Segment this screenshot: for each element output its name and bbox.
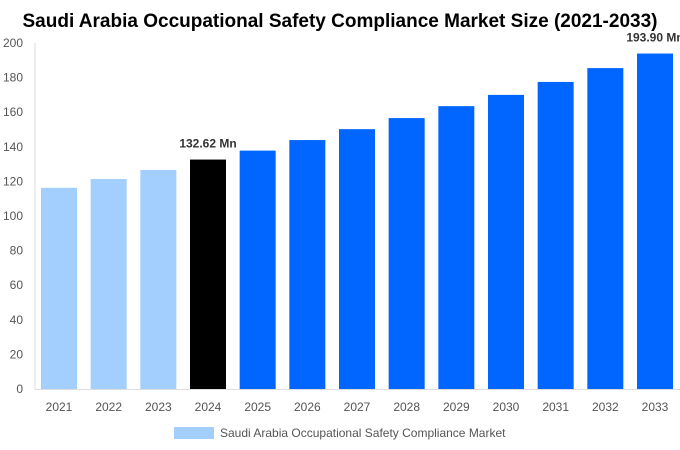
x-tick-label: 2026 xyxy=(294,400,321,414)
legend-swatch xyxy=(174,427,214,439)
y-tick-label: 60 xyxy=(10,278,24,292)
x-tick-label: 2027 xyxy=(344,400,371,414)
y-tick-label: 20 xyxy=(10,347,24,361)
x-tick-label: 2029 xyxy=(443,400,470,414)
bar-2025 xyxy=(239,150,276,389)
bar-2032 xyxy=(587,68,624,390)
bar-2029 xyxy=(438,106,475,390)
bar-2021 xyxy=(41,187,77,389)
y-tick-label: 160 xyxy=(3,105,23,119)
y-tick-label: 80 xyxy=(10,244,24,258)
legend: Saudi Arabia Occupational Safety Complia… xyxy=(174,426,506,440)
bar-2031 xyxy=(537,81,574,390)
y-tick-label: 40 xyxy=(10,313,24,327)
chart-title: Saudi Arabia Occupational Safety Complia… xyxy=(23,11,658,32)
x-tick-label: 2023 xyxy=(145,400,172,414)
bar-2027 xyxy=(339,129,375,390)
y-tick-label: 120 xyxy=(3,174,23,188)
bar-2028 xyxy=(388,118,425,389)
bar-2030 xyxy=(488,94,524,390)
bar-2033 xyxy=(637,53,673,389)
x-tick-label: 2024 xyxy=(195,400,222,414)
x-tick-label: 2033 xyxy=(642,400,669,414)
y-tick-label: 100 xyxy=(3,209,23,223)
bar-2023 xyxy=(140,169,177,389)
bar-2026 xyxy=(289,140,326,389)
y-tick-label: 180 xyxy=(3,71,23,85)
x-tick-label: 2025 xyxy=(244,400,271,414)
y-tick-label: 200 xyxy=(3,36,23,50)
bar-2022 xyxy=(90,178,127,389)
y-tick-label: 140 xyxy=(3,140,23,154)
bar-2024 xyxy=(190,159,226,389)
x-tick-label: 2030 xyxy=(493,400,520,414)
x-tick-label: 2032 xyxy=(592,400,619,414)
legend-label: Saudi Arabia Occupational Safety Complia… xyxy=(220,426,506,440)
y-tick-label: 0 xyxy=(16,382,23,396)
data-label: 193.90 Mn xyxy=(626,31,680,45)
x-tick-label: 2022 xyxy=(95,400,122,414)
x-tick-label: 2031 xyxy=(542,400,569,414)
data-label: 132.62 Mn xyxy=(179,137,236,151)
x-tick-label: 2028 xyxy=(393,400,420,414)
x-tick-label: 2021 xyxy=(46,400,73,414)
